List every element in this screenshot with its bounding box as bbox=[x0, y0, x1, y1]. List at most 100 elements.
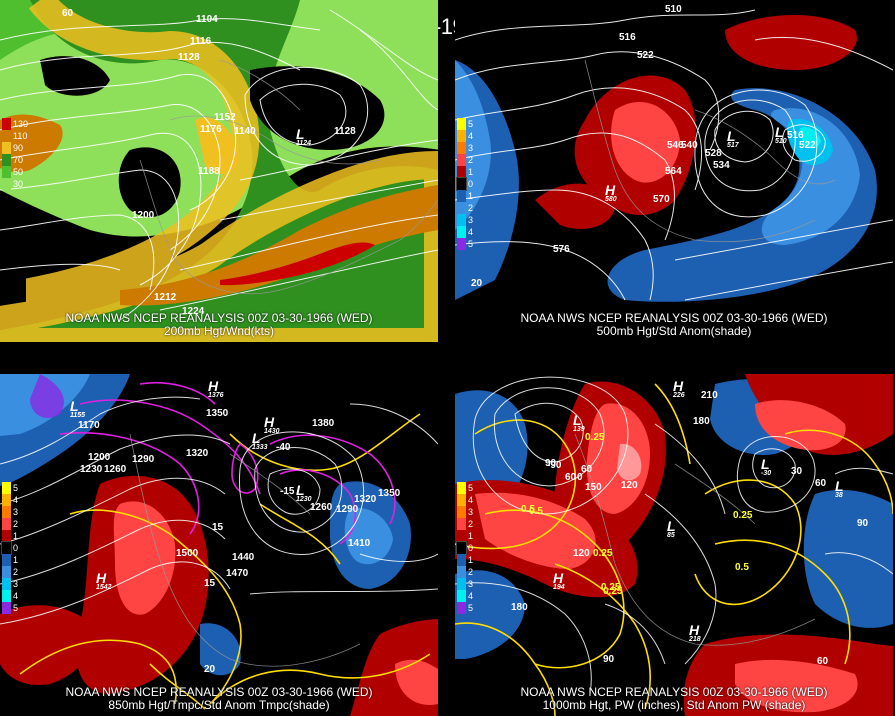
center-symbol: L bbox=[70, 398, 79, 414]
legend-label: 5 bbox=[13, 483, 19, 493]
contour-label: 1176 bbox=[200, 124, 222, 135]
contour-label: 15 bbox=[212, 522, 224, 533]
legend-label: 70 bbox=[13, 155, 24, 165]
legend-label: 5 bbox=[13, 603, 19, 613]
low-pressure-center: L 1124 bbox=[296, 126, 311, 147]
legend-label: 2 bbox=[468, 155, 474, 165]
contour-label: 60 bbox=[817, 656, 829, 667]
legend-swatch bbox=[457, 238, 466, 250]
legend-swatch bbox=[2, 566, 11, 578]
legend-swatch bbox=[1, 541, 12, 555]
legend-swatch bbox=[457, 590, 466, 602]
center-symbol: L bbox=[573, 412, 582, 428]
contour-label: 20 bbox=[204, 664, 216, 675]
legend-label: 4 bbox=[13, 495, 19, 505]
center-symbol: L bbox=[296, 482, 305, 498]
contour-label: 180 bbox=[511, 602, 528, 613]
contour-label: 1116 bbox=[190, 36, 212, 47]
legend-swatch bbox=[2, 578, 11, 590]
low-pressure-center: L 517 bbox=[727, 128, 739, 149]
center-value: 510 bbox=[775, 138, 787, 145]
legend-swatch bbox=[2, 166, 11, 178]
legend-swatch bbox=[2, 154, 11, 166]
contour-label: 180 bbox=[693, 416, 710, 427]
legend-swatch bbox=[2, 506, 11, 518]
legend-label: 50 bbox=[13, 167, 24, 177]
low-pressure-center: L 1333 bbox=[252, 430, 268, 451]
low-pressure-center: L 510 bbox=[775, 124, 787, 145]
contour-label: 1380 bbox=[312, 418, 335, 429]
center-symbol: L bbox=[667, 518, 676, 534]
contour-label: 522 bbox=[799, 140, 816, 151]
pw-contour-label: 0.5 bbox=[521, 504, 535, 515]
low-pressure-center: L 1230 bbox=[296, 482, 312, 503]
contour-label: 570 bbox=[653, 194, 670, 205]
center-symbol: H bbox=[605, 182, 616, 198]
legend-swatch bbox=[457, 578, 466, 590]
contour-label: 1290 bbox=[132, 454, 155, 465]
contour-label: -15 bbox=[280, 486, 295, 497]
panel-850mb: 5 4 3 2 1 0 1 2 3 4 5 NOAA NWS NCEP REANALYSIS 00Z… bbox=[0, 374, 438, 716]
legend-label: 1 bbox=[468, 191, 474, 201]
center-value: 85 bbox=[667, 532, 675, 539]
pw-contour-label: 0.25 bbox=[603, 586, 623, 597]
low-pressure-center: L 38 bbox=[835, 478, 844, 499]
contour-label: 1212 bbox=[154, 292, 177, 303]
panel-caption-variable: 200mb Hgt/Wnd(kts) bbox=[163, 324, 275, 338]
pw-contour-label: 0.25 bbox=[593, 548, 613, 559]
legend-swatch bbox=[457, 154, 466, 166]
pw-contour-label: 0.5 bbox=[735, 562, 749, 573]
pw-contour-label: 0.25 bbox=[733, 510, 753, 521]
panel-caption-source: NOAA NWS NCEP REANALYSIS 00Z 03-30-1966 … bbox=[520, 311, 828, 325]
panel-200mb: 130 110 90 70 50 30 NOAA NWS NCEP REANALYSIS … bbox=[0, 0, 438, 342]
legend-swatch bbox=[2, 590, 11, 602]
contour-label: 1128 bbox=[334, 126, 356, 137]
contour-label: 528 bbox=[705, 148, 722, 159]
legend-label: 130 bbox=[13, 119, 29, 129]
contour-label: 20 bbox=[471, 278, 483, 289]
contour-label: 1440 bbox=[232, 552, 255, 563]
legend-swatch bbox=[2, 142, 11, 154]
center-value: 1124 bbox=[296, 140, 312, 147]
legend-swatch bbox=[2, 518, 11, 530]
legend-swatch bbox=[457, 142, 466, 154]
legend-label: 1 bbox=[468, 531, 474, 541]
contour-label: 90 bbox=[545, 458, 557, 469]
legend-label: 1 bbox=[468, 167, 474, 177]
legend-swatch bbox=[457, 202, 466, 214]
contour-label: 60 bbox=[815, 478, 827, 489]
center-value: -30 bbox=[761, 470, 772, 477]
legend-label: 1 bbox=[13, 555, 19, 565]
high-pressure-center: H 226 bbox=[673, 378, 685, 399]
contour-label: 1152 bbox=[214, 112, 236, 123]
high-pressure-center: H 1376 bbox=[208, 378, 224, 399]
legend-swatch bbox=[457, 566, 466, 578]
contour-label: 1128 bbox=[178, 52, 200, 63]
low-pressure-center: L 85 bbox=[667, 518, 676, 539]
legend-label: 4 bbox=[468, 227, 474, 237]
contour-label: 522 bbox=[637, 50, 654, 61]
center-symbol: L bbox=[835, 478, 844, 494]
legend-label: 4 bbox=[468, 131, 474, 141]
panel-caption-source: NOAA NWS NCEP REANALYSIS 00Z 03-30-1966 … bbox=[520, 685, 828, 699]
panel-caption-variable: 850mb Hgt/Tmpc/Std Anom Tmpc(shade) bbox=[108, 698, 330, 712]
pw-contour-label: 0.25 bbox=[601, 582, 621, 593]
contour-label: 1260 bbox=[104, 464, 127, 475]
legend-swatch bbox=[457, 226, 466, 238]
contour-label: 516 bbox=[619, 32, 636, 43]
jet-stream-map bbox=[0, 0, 438, 342]
legend-label: 0 bbox=[13, 543, 19, 553]
legend-label: 2 bbox=[468, 519, 474, 529]
legend-swatch bbox=[457, 214, 466, 226]
legend-label: 1 bbox=[468, 555, 474, 565]
legend-label: 0 bbox=[468, 543, 474, 553]
contour-label: 576 bbox=[553, 244, 570, 255]
contour-label: 534 bbox=[713, 160, 730, 171]
contour-label: 1188 bbox=[198, 166, 220, 177]
center-symbol: H bbox=[553, 570, 564, 586]
high-pressure-center: H 194 bbox=[553, 570, 565, 591]
contour-label: 150 bbox=[585, 482, 602, 493]
center-symbol: H bbox=[208, 378, 219, 394]
contour-label: 1170 bbox=[78, 420, 100, 431]
